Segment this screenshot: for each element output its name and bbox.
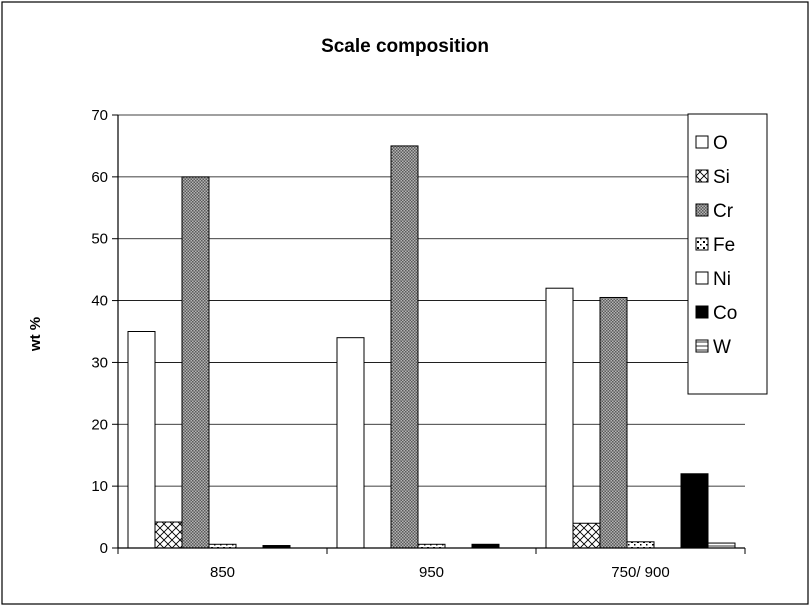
bars [127, 145, 736, 549]
bar-cr-0 [181, 176, 210, 549]
y-tick-label: 30 [91, 354, 108, 371]
y-axis-label: wt % [27, 317, 44, 352]
legend-swatch-fe [695, 237, 709, 251]
bar-o-0 [127, 331, 156, 549]
axes [117, 115, 746, 554]
legend: O Si Cr Fe Ni Co W [687, 113, 768, 395]
legend-swatch-w [695, 339, 709, 353]
legend-label-co: Co [713, 303, 737, 324]
bar-co-2 [680, 473, 709, 549]
x-tick-label: 950 [419, 564, 444, 581]
x-tick-label: 850 [210, 564, 235, 581]
legend-label-si: Si [713, 167, 730, 188]
legend-label-cr: Cr [713, 201, 734, 222]
chart-title: Scale composition [321, 36, 489, 57]
gridlines [112, 114, 745, 549]
bar-si-2 [572, 522, 601, 549]
legend-label-o: O [713, 133, 728, 154]
legend-label-fe: Fe [713, 235, 735, 256]
bar-cr-2 [599, 296, 628, 549]
legend-swatch-si [695, 169, 709, 183]
legend-swatch-o [695, 135, 709, 149]
bar-fe-2 [626, 541, 655, 549]
y-tick-label: 40 [91, 293, 108, 310]
x-tick-label: 750/ 900 [611, 564, 669, 581]
legend-swatch-ni [695, 271, 709, 285]
y-tick-label: 50 [91, 231, 108, 248]
bar-o-2 [545, 287, 574, 549]
y-tick-labels: 0 10 20 30 40 50 60 70 [91, 107, 108, 557]
y-tick-label: 20 [91, 416, 108, 433]
bar-si-0 [154, 521, 183, 549]
y-tick-label: 0 [100, 540, 108, 557]
legend-swatch-cr [695, 203, 709, 217]
y-tick-label: 10 [91, 478, 108, 495]
x-tick-labels: 850 950 750/ 900 [210, 564, 670, 581]
bar-o-1 [336, 337, 365, 549]
bar-cr-1 [390, 145, 419, 549]
legend-swatch-co [695, 305, 709, 319]
legend-label-ni: Ni [713, 269, 731, 290]
y-tick-label: 70 [91, 107, 108, 124]
y-tick-label: 60 [91, 169, 108, 186]
legend-label-w: W [713, 337, 731, 358]
bar-w-2 [707, 542, 736, 549]
